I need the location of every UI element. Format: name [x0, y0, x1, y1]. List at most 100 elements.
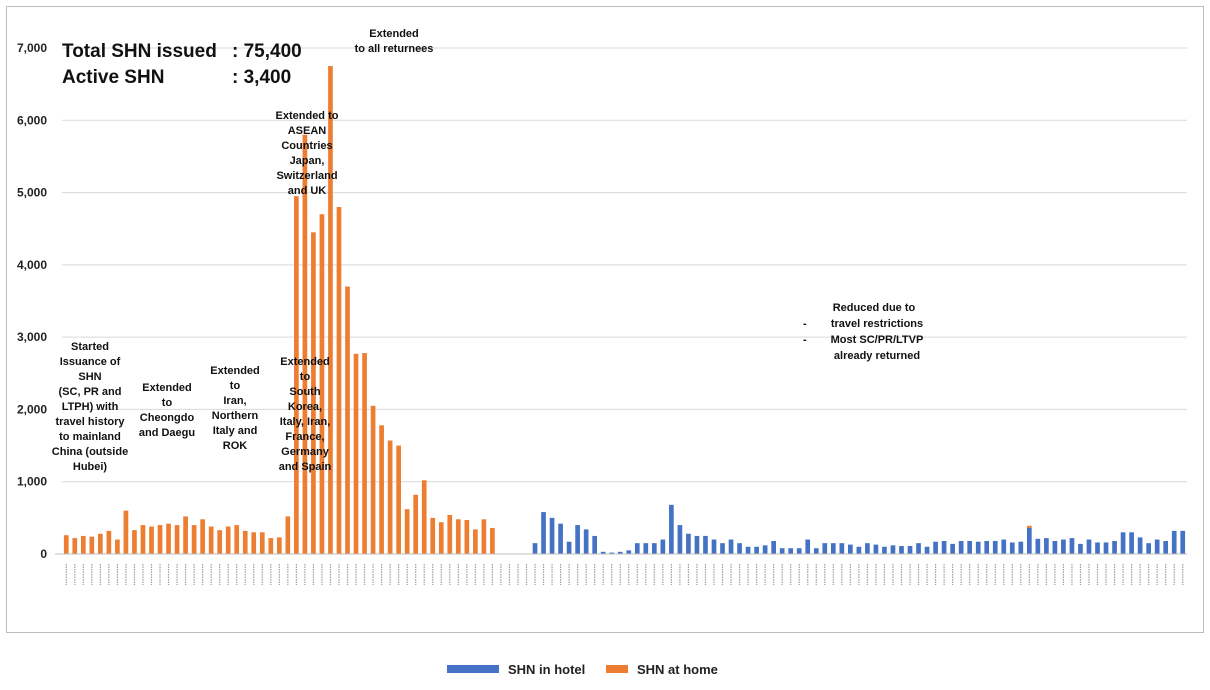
annotation-line: and UK	[288, 185, 327, 197]
bar-shn-in-hotel	[822, 543, 828, 554]
bar-shn-in-hotel	[1180, 530, 1186, 554]
annotation-line: travel restrictions	[831, 318, 923, 330]
bar-shn-in-hotel	[992, 540, 998, 554]
bar-shn-in-hotel	[882, 546, 887, 554]
bar-shn-at-home	[294, 196, 299, 554]
annotation-line: Italy and	[213, 425, 258, 437]
bar-shn-in-hotel	[720, 543, 725, 554]
bar-shn-in-hotel	[592, 535, 598, 554]
bar-shn-at-home	[115, 539, 120, 554]
bar-shn-in-hotel	[549, 517, 555, 554]
bar-shn-in-hotel	[1035, 538, 1041, 554]
bar-shn-in-hotel	[805, 539, 811, 554]
stat-total-value: : 75,400	[232, 41, 302, 62]
bar-shn-at-home	[473, 529, 478, 554]
chart-frame: 0 1,000 2,000 3,000 4,000 5,000 6,000 7,000 Tot…	[6, 6, 1204, 633]
bar-shn-in-hotel	[1137, 537, 1143, 554]
bar-shn-at-home	[404, 509, 410, 554]
bar-shn-in-hotel	[643, 543, 649, 554]
stats-block: Total SHN issued : 75,400 Active SHN : 3…	[62, 41, 302, 88]
annotation-line: Italy, Iran,	[280, 416, 331, 428]
bar-shn-at-home	[438, 522, 444, 554]
bar-shn-in-hotel	[933, 541, 938, 554]
annotation-line: Extended	[142, 382, 192, 394]
bar-shn-at-home	[63, 535, 69, 554]
bar-shn-in-hotel	[1086, 539, 1092, 554]
annotation-line: China (outside	[52, 446, 128, 458]
annotation-line: (SC, PR and	[59, 386, 122, 398]
bar-shn-in-hotel	[1112, 540, 1117, 554]
bar-shn-in-hotel	[958, 540, 964, 554]
bar-shn-in-hotel	[924, 546, 930, 554]
stat-total-label: Total SHN issued	[62, 41, 217, 62]
bar-shn-at-home	[302, 134, 308, 554]
annotation-started-issuance: Started Issuance of SHN (SC, PR and LTPH…	[52, 341, 128, 473]
bar-shn-in-hotel	[1052, 540, 1058, 554]
bar-shn-at-home	[106, 530, 112, 554]
bar-shn-at-home	[421, 480, 427, 554]
bar-shn-at-home	[353, 353, 359, 554]
y-tick-label: 4,000	[17, 258, 47, 272]
legend-label-hotel: SHN in hotel	[508, 662, 585, 677]
annotation-line: Northern	[212, 410, 259, 422]
bar-shn-in-hotel	[1061, 539, 1066, 554]
bar-shn-in-hotel	[839, 543, 845, 554]
annotation-line: Countries	[281, 140, 332, 152]
annotation-asean-japan-uk: Extended to ASEAN Countries Japan, Switz…	[276, 110, 339, 197]
stat-active-label: Active SHN	[62, 67, 164, 88]
y-tick-label: 3,000	[17, 330, 47, 344]
bar-shn-in-hotel	[788, 548, 794, 554]
y-tick-label: 7,000	[17, 41, 47, 55]
annotation-line: Switzerland	[276, 170, 337, 182]
bar-shn-in-hotel	[600, 551, 606, 554]
bar-shn-at-home	[481, 519, 487, 554]
annotation-south-korea-europe: Extended to South Korea, Italy, Iran, Fr…	[279, 356, 332, 473]
bar-shn-at-home	[311, 232, 316, 555]
bar-shn-at-home	[157, 525, 163, 554]
bar-shn-in-hotel	[617, 551, 623, 554]
bar-shn-in-hotel	[1044, 538, 1049, 554]
x-axis-tick-labels	[65, 564, 1184, 585]
y-tick-label: 6,000	[17, 113, 47, 127]
annotation-bullet: -	[803, 334, 807, 346]
y-tick-label: 1,000	[17, 475, 47, 489]
bar-shn-in-hotel	[950, 543, 955, 554]
bar-shn-in-hotel	[1103, 542, 1109, 554]
bar-shn-at-home	[455, 519, 461, 554]
bar-shn-in-hotel	[1078, 543, 1083, 554]
bar-shn-in-hotel	[711, 539, 717, 554]
annotation-line: to all returnees	[355, 43, 434, 55]
legend-swatch-hotel	[447, 665, 499, 673]
bar-shn-at-home	[208, 526, 214, 554]
bar-shn-at-home	[336, 207, 342, 554]
annotation-cheongdo-daegu: Extended to Cheongdo and Daegu	[139, 382, 195, 439]
bar-shn-in-hotel	[975, 541, 981, 554]
bar-shn-in-hotel	[856, 546, 862, 554]
y-tick-label: 2,000	[17, 402, 47, 416]
bar-shn-at-home	[89, 536, 95, 554]
annotation-line: ASEAN	[288, 125, 327, 137]
bar-shn-in-hotel	[651, 543, 657, 554]
bar-shn-in-hotel	[1069, 538, 1075, 554]
bar-shn-in-hotel	[1171, 530, 1177, 554]
bar-shn-in-hotel	[703, 535, 708, 554]
bar-shn-in-hotel	[558, 523, 563, 554]
bar-shn-in-hotel	[813, 548, 819, 554]
bar-shn-in-hotel	[609, 552, 615, 554]
bar-shn-in-hotel	[686, 533, 691, 554]
annotation-line: already returned	[834, 350, 920, 362]
annotation-bullet: -	[803, 318, 807, 330]
bar-shn-in-hotel	[848, 544, 853, 554]
bar-shn-at-home	[234, 525, 240, 554]
bar-shn-in-hotel	[873, 544, 879, 554]
bar-shn-in-hotel	[583, 529, 589, 554]
annotation-line: Most SC/PR/LTVP	[831, 334, 924, 346]
bar-shn-at-home	[490, 527, 495, 554]
legend-swatch-home	[606, 665, 628, 673]
bar-shn-at-home	[430, 517, 436, 554]
bar-shn-at-home	[183, 516, 188, 554]
bar-shn-at-home	[166, 523, 171, 554]
annotation-line: travel history	[55, 416, 125, 428]
bar-shn-in-hotel	[796, 548, 802, 554]
shn-chart: 0 1,000 2,000 3,000 4,000 5,000 6,000 7,000 Tot…	[17, 28, 1187, 585]
